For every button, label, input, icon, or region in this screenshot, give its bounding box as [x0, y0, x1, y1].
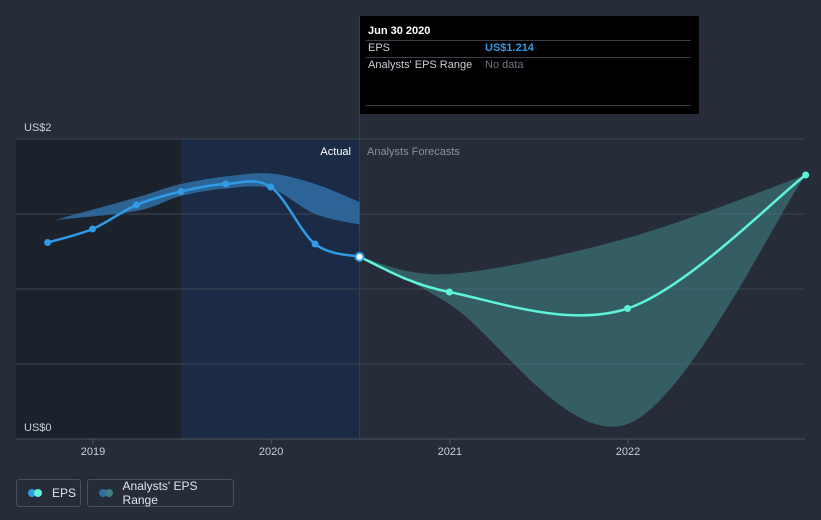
tooltip-eps-value: US$1.214: [485, 42, 534, 54]
eps-point-actual: [44, 239, 52, 246]
region-label-forecast: Analysts Forecasts: [367, 146, 460, 158]
tooltip-range-label: Analysts' EPS Range: [368, 59, 473, 71]
x-tick-2021: 2021: [438, 446, 462, 458]
eps-line-forecast: [359, 174, 807, 317]
region-label-actual: Actual: [320, 146, 351, 158]
tooltip-eps-label: EPS: [368, 42, 391, 54]
x-tick-2022: 2022: [616, 446, 640, 458]
range-swatch-icon: [99, 489, 115, 497]
y-tick-bottom: US$0: [24, 422, 52, 434]
legend-eps-label: EPS: [52, 486, 77, 500]
eps-point-actual: [222, 180, 230, 188]
x-tick-2019: 2019: [81, 446, 105, 458]
eps-point-actual: [132, 201, 140, 209]
x-tick-2020: 2020: [259, 446, 283, 458]
tooltip-divider: [366, 57, 691, 58]
tooltip-divider: [366, 105, 691, 106]
eps-point-actual: [89, 225, 97, 233]
tooltip-range-value: No data: [485, 59, 524, 71]
eps-point-actual: [177, 188, 185, 195]
eps-point-forecast: [802, 171, 810, 179]
eps-point-actual: [267, 183, 275, 191]
eps-range-band-forecast: [359, 175, 806, 427]
eps-line-actual: [47, 180, 360, 259]
legend-range-toggle[interactable]: Analysts' EPS Range: [87, 479, 234, 507]
hover-tooltip: Jun 30 2020 EPS US$1.214 Analysts' EPS R…: [360, 16, 699, 114]
eps-swatch-icon: [28, 489, 44, 497]
eps-point-forecast: [445, 288, 453, 296]
eps-range-band-past: [54, 173, 360, 225]
legend-range-label: Analysts' EPS Range: [122, 479, 198, 507]
eps-point-current: [354, 251, 365, 262]
eps-point-forecast: [624, 305, 632, 312]
tooltip-date: Jun 30 2020: [368, 25, 431, 37]
legend-eps-toggle[interactable]: EPS: [16, 479, 81, 507]
eps-point-actual: [311, 240, 319, 248]
y-tick-top: US$2: [24, 122, 52, 134]
tooltip-divider: [366, 40, 691, 41]
